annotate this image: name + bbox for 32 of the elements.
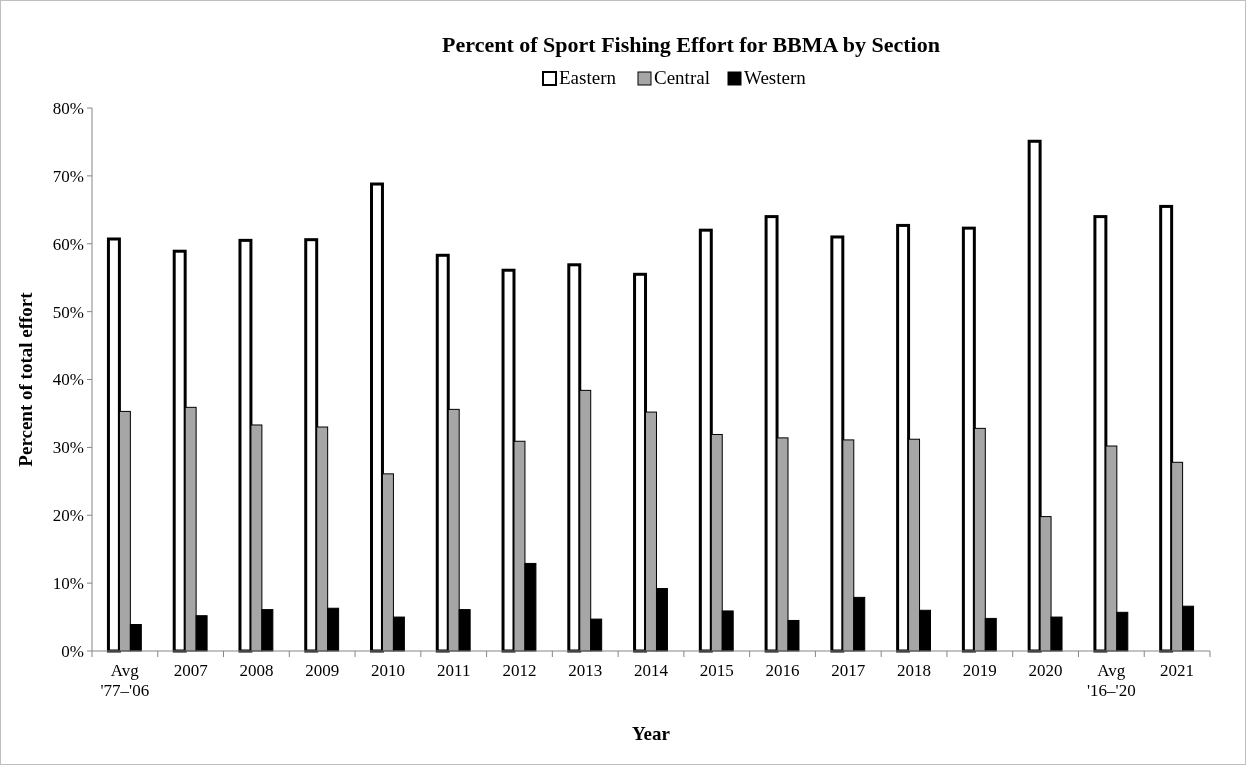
x-tick-label: 2015	[699, 661, 734, 680]
x-tick-label: 2012	[502, 661, 537, 680]
y-tick-label: 70%	[52, 166, 84, 186]
x-tick-label: 2007	[173, 661, 209, 680]
x-tick-label: 2019	[962, 661, 997, 680]
x-tick-label: 2013	[568, 661, 603, 680]
x-tick-label: 2009	[305, 661, 340, 680]
legend-label: Western	[744, 67, 807, 88]
x-tick-label: 2021	[1160, 661, 1195, 680]
y-tick-label: 50%	[52, 302, 84, 322]
y-tick-label: 40%	[52, 370, 84, 390]
y-tick-label: 80%	[52, 98, 84, 118]
x-tick-label: 2010	[370, 661, 405, 680]
legend-label: Eastern	[559, 67, 617, 88]
legend-label: Central	[654, 67, 710, 88]
y-axis-title: Percent of total effort	[15, 291, 36, 467]
x-tick-label: 2011	[437, 661, 471, 680]
x-tick-label: Avg '77–'06	[100, 661, 150, 700]
y-tick-label: 10%	[52, 574, 84, 594]
x-tick-label: 2016	[765, 661, 800, 680]
chart-title: Percent of Sport Fishing Effort for BBMA by Section	[442, 32, 940, 57]
x-tick-label: 2014	[634, 661, 669, 680]
x-tick-label: 2018	[897, 661, 932, 680]
x-tick-label: 2020	[1028, 661, 1063, 680]
x-tick-label: Avg '16–'20	[1087, 661, 1136, 700]
y-tick-label: 0%	[61, 641, 84, 661]
x-tick-label: 2017	[831, 661, 866, 680]
x-axis-title: Year	[632, 723, 671, 744]
y-tick-label: 20%	[52, 506, 84, 526]
y-tick-label: 60%	[52, 234, 84, 254]
x-tick-label: 2008	[239, 661, 274, 680]
y-tick-label: 30%	[52, 438, 84, 458]
